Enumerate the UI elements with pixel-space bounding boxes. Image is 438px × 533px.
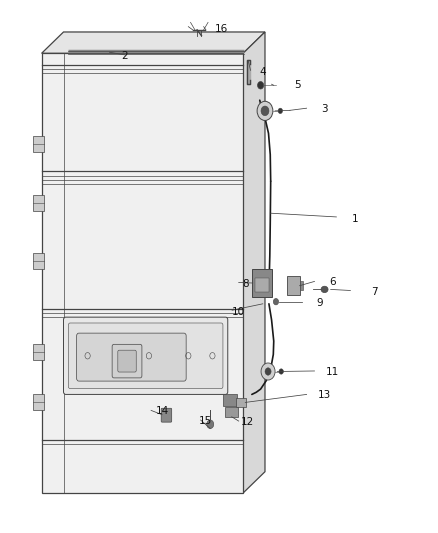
- Circle shape: [207, 420, 214, 429]
- Circle shape: [279, 369, 283, 374]
- Circle shape: [273, 298, 279, 305]
- FancyBboxPatch shape: [161, 408, 172, 422]
- Bar: [300, 281, 303, 290]
- Circle shape: [261, 106, 269, 116]
- FancyBboxPatch shape: [68, 323, 223, 389]
- Bar: [33, 195, 44, 211]
- Circle shape: [257, 101, 273, 120]
- Text: 16: 16: [215, 25, 228, 34]
- Text: 13: 13: [318, 391, 331, 400]
- Text: 5: 5: [294, 80, 301, 90]
- FancyBboxPatch shape: [118, 350, 136, 372]
- Circle shape: [265, 368, 271, 375]
- FancyBboxPatch shape: [287, 276, 300, 295]
- Text: 8: 8: [242, 279, 249, 288]
- Text: 3: 3: [321, 104, 328, 114]
- Bar: [33, 136, 44, 152]
- Polygon shape: [243, 32, 265, 493]
- Polygon shape: [42, 53, 243, 493]
- FancyBboxPatch shape: [64, 317, 228, 394]
- Polygon shape: [247, 60, 250, 84]
- Bar: [33, 253, 44, 269]
- FancyBboxPatch shape: [77, 333, 186, 381]
- Text: 15: 15: [199, 416, 212, 426]
- Text: 6: 6: [329, 278, 336, 287]
- Text: 7: 7: [371, 287, 378, 296]
- FancyBboxPatch shape: [223, 394, 237, 406]
- Circle shape: [278, 108, 283, 114]
- Circle shape: [261, 363, 275, 380]
- Polygon shape: [42, 32, 265, 53]
- Text: 1: 1: [351, 214, 358, 223]
- Text: 14: 14: [155, 407, 169, 416]
- FancyBboxPatch shape: [112, 344, 142, 378]
- Text: 4: 4: [259, 67, 266, 77]
- Bar: [33, 344, 44, 360]
- Bar: [33, 394, 44, 410]
- FancyBboxPatch shape: [225, 407, 238, 417]
- FancyBboxPatch shape: [236, 398, 246, 407]
- Text: 12: 12: [241, 417, 254, 427]
- Bar: [255, 278, 269, 292]
- FancyBboxPatch shape: [252, 269, 272, 297]
- Circle shape: [258, 82, 264, 89]
- Ellipse shape: [321, 286, 328, 293]
- Text: 11: 11: [326, 367, 339, 377]
- Text: 10: 10: [232, 307, 245, 317]
- Text: 9: 9: [316, 298, 323, 308]
- Text: 2: 2: [121, 51, 128, 61]
